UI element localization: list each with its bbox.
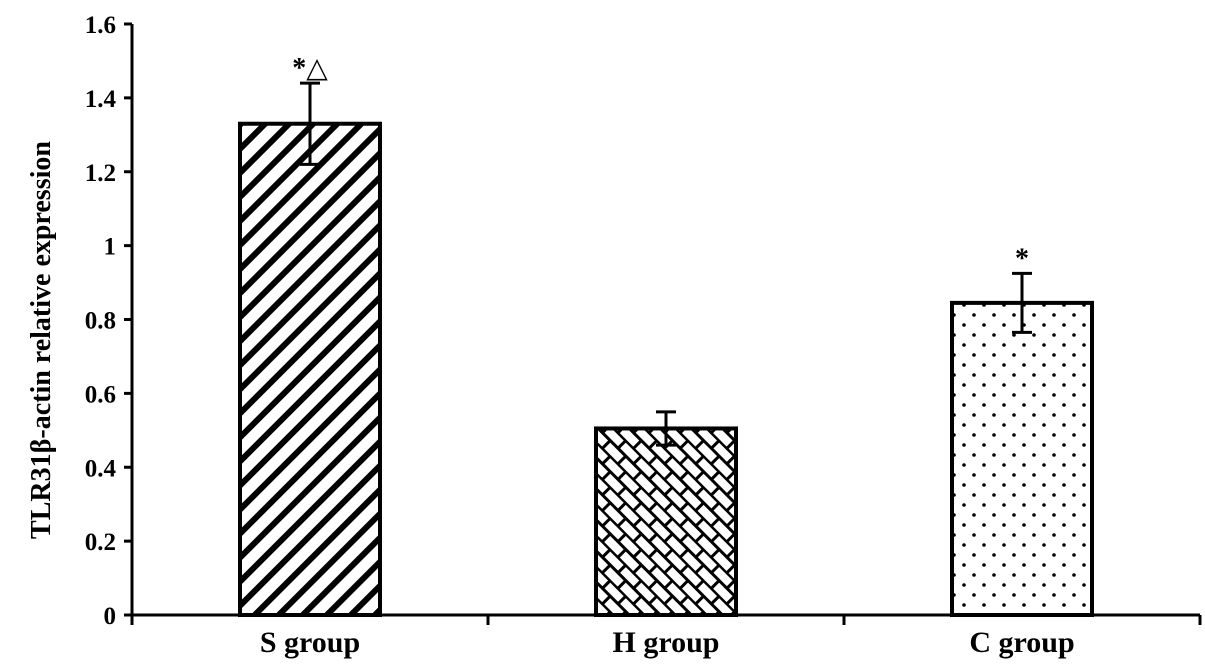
y-tick-label-4: 0.6 bbox=[85, 381, 116, 408]
bar-2 bbox=[594, 426, 738, 618]
x-tick-label-2: H group bbox=[613, 626, 720, 659]
y-tick-label-5: 0.8 bbox=[85, 308, 116, 335]
y-tick-label-6: 1 bbox=[104, 234, 117, 261]
bar-1 bbox=[238, 121, 382, 617]
y-tick-label-9: 1.6 bbox=[85, 12, 116, 39]
bar-3 bbox=[950, 300, 1094, 617]
y-tick-label-3: 0.4 bbox=[85, 455, 117, 482]
y-tick-label-2: 0.2 bbox=[85, 529, 116, 556]
y-axis-title: TLR31β-actin relative expression bbox=[26, 141, 57, 539]
significance-label-1: *△ bbox=[292, 53, 328, 84]
y-tick-label-8: 1.4 bbox=[85, 86, 117, 113]
y-tick-label-1: 0 bbox=[104, 603, 117, 630]
x-tick-label-3: C group bbox=[969, 626, 1074, 659]
significance-label-3: * bbox=[1015, 243, 1029, 274]
y-tick-label-7: 1.2 bbox=[85, 160, 116, 187]
x-tick-label-1: S group bbox=[260, 626, 360, 659]
